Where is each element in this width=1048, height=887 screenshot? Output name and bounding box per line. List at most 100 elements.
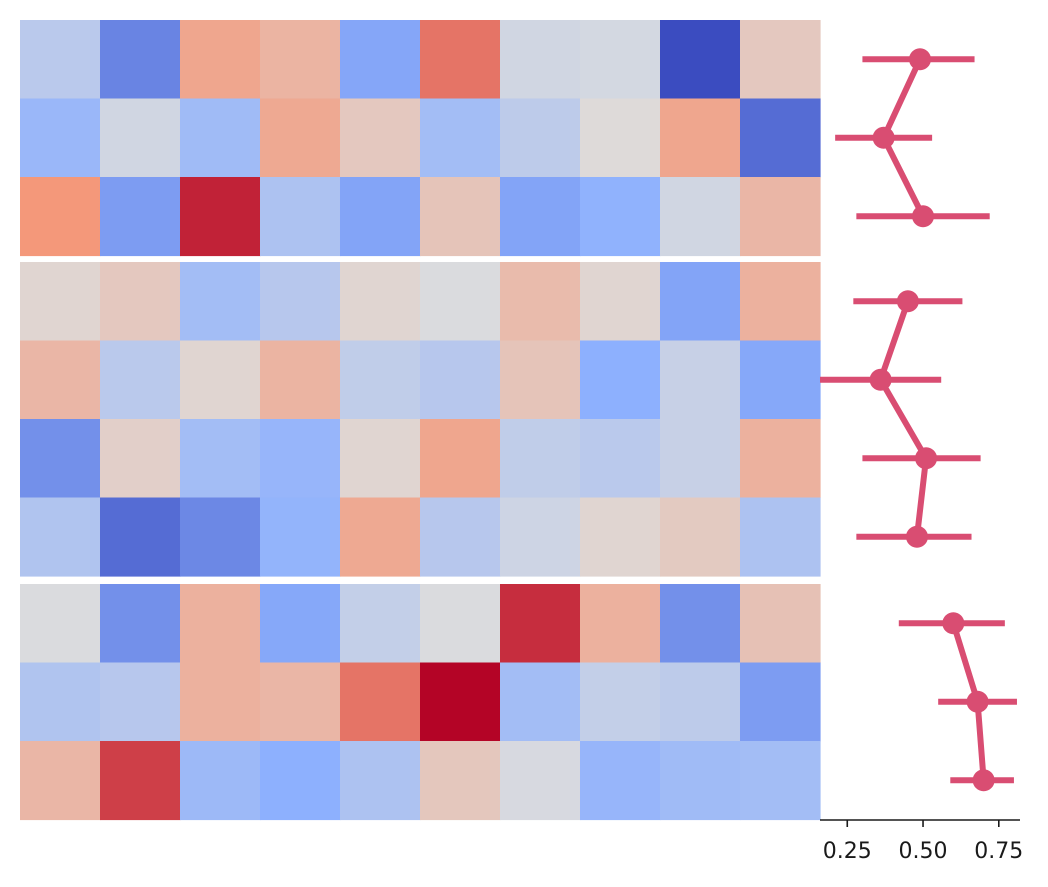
heatmap-cell	[500, 262, 581, 342]
heatmap-cell	[580, 662, 661, 742]
heatmap-cell	[340, 419, 421, 499]
heatmap-cell	[180, 419, 261, 499]
heatmap-cell	[180, 662, 261, 742]
heatmap-cell	[260, 340, 341, 420]
heatmap-cell	[100, 177, 181, 257]
heatmap-cell	[660, 584, 741, 664]
heatmap-cell	[100, 741, 181, 821]
heatmap-cell	[20, 262, 101, 342]
heatmap	[20, 20, 821, 821]
heatmap-cell	[100, 662, 181, 742]
point-marker	[966, 690, 989, 713]
heatmap-cell	[260, 419, 341, 499]
heatmap-cell	[420, 262, 501, 342]
heatmap-cell	[500, 741, 581, 821]
x-axis: 0.25 0.50 0.75	[820, 819, 1023, 864]
heatmap-cell	[500, 177, 581, 257]
heatmap-group-2	[20, 262, 821, 577]
heatmap-cell	[660, 20, 741, 100]
heatmap-cell	[420, 419, 501, 499]
heatmap-cell	[740, 177, 821, 257]
point-marker	[942, 612, 965, 635]
heatmap-cell	[580, 340, 661, 420]
heatmap-cell	[100, 419, 181, 499]
heatmap-cell	[20, 98, 101, 178]
heatmap-cell	[740, 741, 821, 821]
heatmap-cell	[660, 177, 741, 257]
heatmap-cell	[740, 340, 821, 420]
heatmap-cell	[100, 20, 181, 100]
heatmap-cell	[260, 662, 341, 742]
heatmap-cell	[20, 20, 101, 100]
heatmap-cell	[580, 98, 661, 178]
heatmap-cell	[740, 584, 821, 664]
pointplot-group-1	[835, 48, 990, 228]
heatmap-cell	[420, 741, 501, 821]
heatmap-cell	[180, 741, 261, 821]
heatmap-cell	[340, 497, 421, 577]
heatmap-cell	[420, 98, 501, 178]
heatmap-cell	[660, 662, 741, 742]
heatmap-cell	[260, 262, 341, 342]
heatmap-cell	[260, 741, 341, 821]
point-marker	[896, 290, 919, 313]
heatmap-cell	[340, 340, 421, 420]
point-marker	[869, 368, 892, 391]
x-tick-label: 0.50	[899, 839, 948, 864]
heatmap-cell	[580, 741, 661, 821]
heatmap-cell	[580, 262, 661, 342]
heatmap-cell	[740, 497, 821, 577]
heatmap-cell	[180, 98, 261, 178]
heatmap-cell	[420, 662, 501, 742]
heatmap-cell	[580, 497, 661, 577]
heatmap-cell	[340, 177, 421, 257]
heatmap-cell	[180, 262, 261, 342]
heatmap-cell	[340, 98, 421, 178]
heatmap-cell	[180, 20, 261, 100]
heatmap-cell	[660, 497, 741, 577]
heatmap-cell	[180, 340, 261, 420]
heatmap-cell	[420, 340, 501, 420]
heatmap-cell	[660, 262, 741, 342]
heatmap-cell	[260, 20, 341, 100]
heatmap-group-3	[20, 584, 821, 821]
heatmap-cell	[500, 497, 581, 577]
heatmap-cell	[500, 340, 581, 420]
heatmap-cell	[660, 419, 741, 499]
heatmap-cell	[580, 20, 661, 100]
heatmap-cell	[660, 98, 741, 178]
heatmap-cell	[180, 497, 261, 577]
heatmap-cell	[740, 98, 821, 178]
heatmap-cell	[740, 419, 821, 499]
heatmap-cell	[580, 419, 661, 499]
heatmap-cell	[180, 177, 261, 257]
heatmap-cell	[420, 497, 501, 577]
heatmap-cell	[500, 98, 581, 178]
heatmap-cell	[100, 262, 181, 342]
heatmap-cell	[20, 419, 101, 499]
point-marker	[912, 205, 935, 228]
heatmap-group-1	[20, 20, 821, 257]
heatmap-cell	[500, 662, 581, 742]
heatmap-cell	[20, 662, 101, 742]
heatmap-cell	[340, 20, 421, 100]
heatmap-cell	[740, 262, 821, 342]
point-marker	[909, 48, 931, 71]
x-tick-label: 0.25	[823, 839, 872, 864]
heatmap-cell	[580, 177, 661, 257]
point-marker	[872, 126, 895, 149]
heatmap-cell	[340, 662, 421, 742]
heatmap-cell	[20, 741, 101, 821]
heatmap-cell	[100, 584, 181, 664]
series-line	[877, 300, 930, 538]
heatmap-cell	[260, 584, 341, 664]
heatmap-cell	[100, 497, 181, 577]
pointplot	[820, 48, 1017, 792]
heatmap-cell	[100, 98, 181, 178]
pointplot-group-3	[898, 612, 1017, 792]
heatmap-cell	[20, 497, 101, 577]
point-marker	[915, 447, 938, 470]
heatmap-cell	[740, 20, 821, 100]
heatmap-cell	[500, 419, 581, 499]
